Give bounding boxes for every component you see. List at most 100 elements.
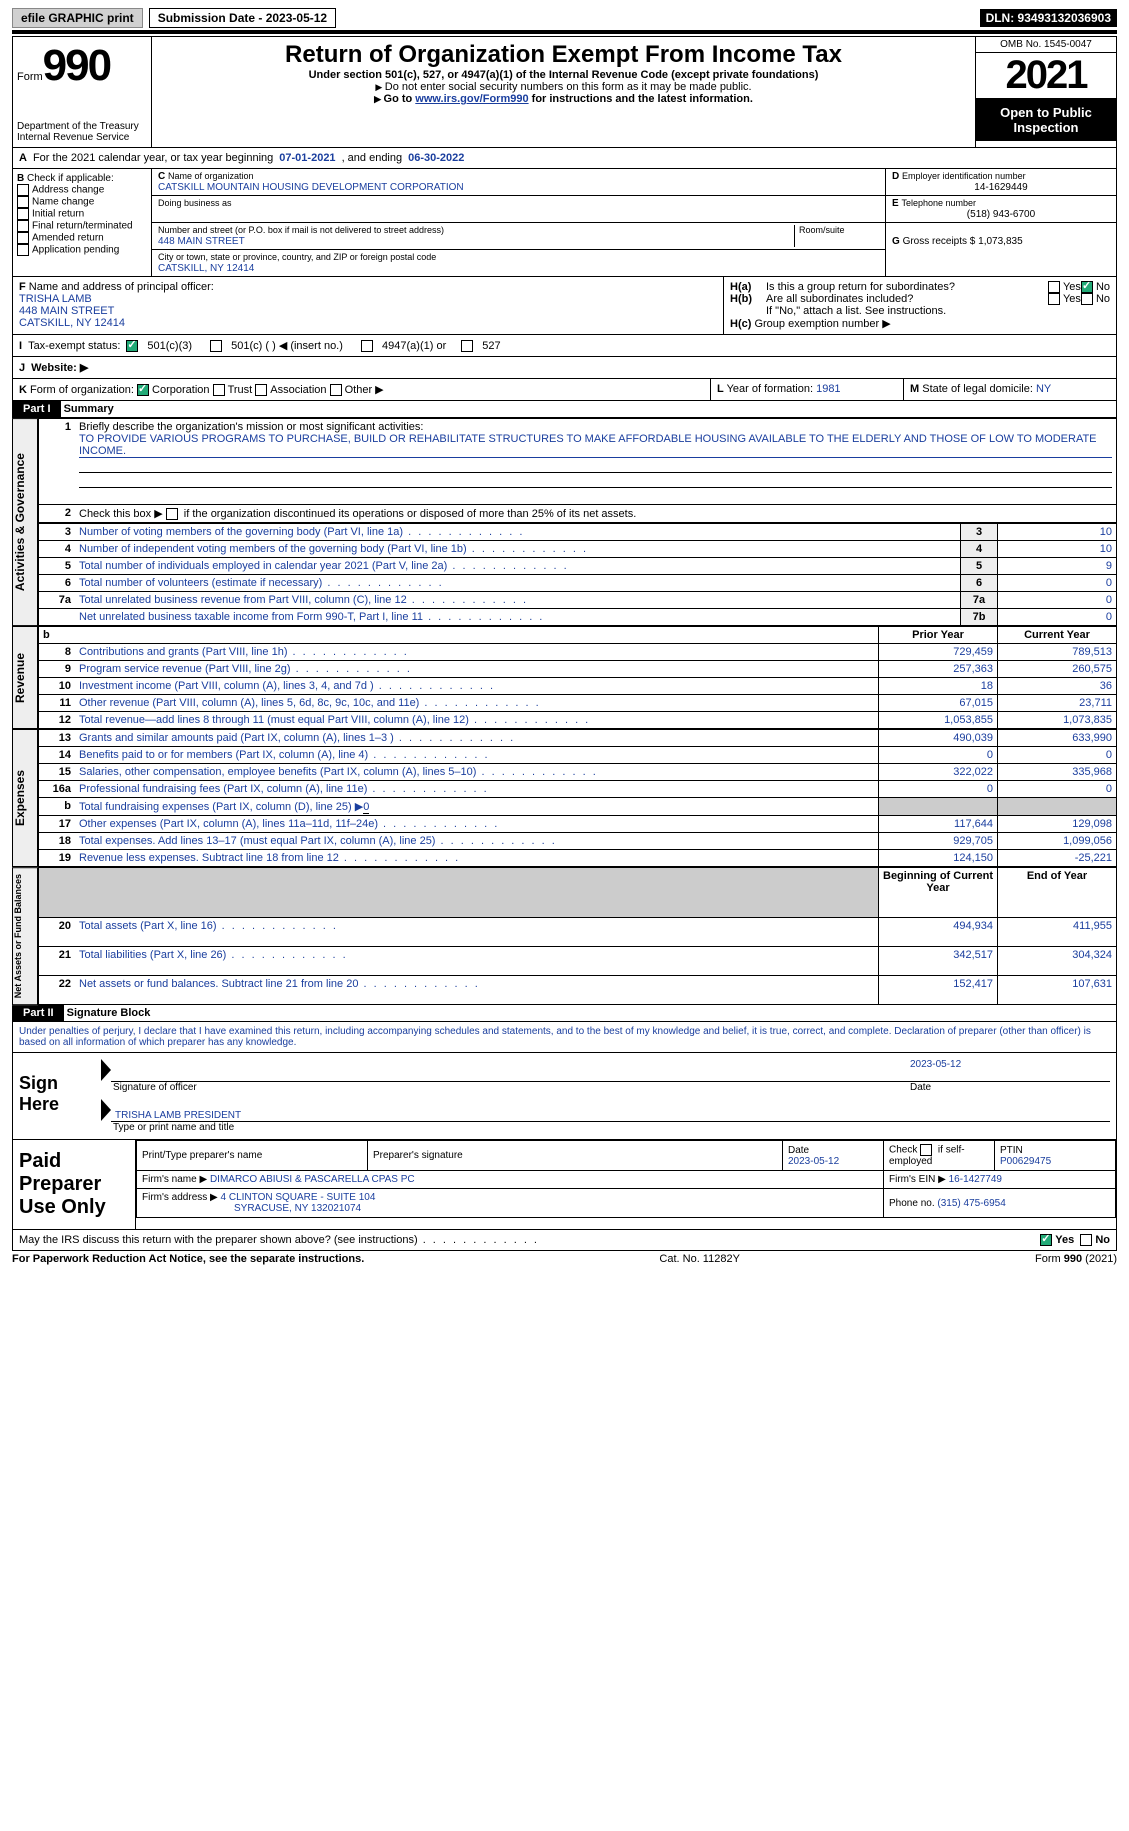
city-state-zip: CATSKILL, NY 12414 (158, 263, 254, 274)
table-row: 6Total number of volunteers (estimate if… (39, 575, 1117, 592)
line-k: K Form of organization: Corporation Trus… (13, 379, 711, 400)
line-j: JWebsite: ▶ (12, 357, 1117, 379)
cb-501c[interactable] (210, 340, 222, 352)
tax-year: 2021 (976, 53, 1116, 99)
table-row: 10Investment income (Part VIII, column (… (39, 678, 1117, 695)
cb-assoc[interactable] (255, 384, 267, 396)
form-header: Form990 Department of the Treasury Inter… (12, 36, 1117, 148)
cb-amended[interactable]: Amended return (32, 233, 104, 244)
cb-trust[interactable] (213, 384, 225, 396)
cb-corp[interactable] (137, 384, 149, 396)
open-to-public: Open to Public Inspection (976, 99, 1116, 141)
cb-527[interactable] (461, 340, 473, 352)
side-expenses: Expenses (12, 729, 38, 867)
col-b: B Check if applicable: Address change Na… (13, 169, 152, 276)
table-row: 8Contributions and grants (Part VIII, li… (39, 644, 1117, 661)
cb-501c3[interactable] (126, 340, 138, 352)
table-row: 21Total liabilities (Part X, line 26)342… (39, 947, 1117, 976)
table-row: 3Number of voting members of the governi… (39, 524, 1117, 541)
table-row: 19Revenue less expenses. Subtract line 1… (39, 850, 1117, 867)
side-revenue: Revenue (12, 626, 38, 729)
table-row: 5Total number of individuals employed in… (39, 558, 1117, 575)
col-h: H(a)Is this a group return for subordina… (724, 277, 1116, 334)
cb-app-pending[interactable]: Application pending (32, 245, 119, 256)
telephone: (518) 943-6700 (892, 209, 1110, 220)
table-row: 14Benefits paid to or for members (Part … (39, 747, 1117, 764)
topbar: efile GRAPHIC print Submission Date - 20… (12, 8, 1117, 28)
part1-title: Summary (64, 403, 114, 415)
officer-printed-name: TRISHA LAMB PRESIDENT (115, 1110, 241, 1121)
irs: Internal Revenue Service (17, 132, 147, 143)
part2-title: Signature Block (67, 1007, 151, 1019)
cb-initial-return[interactable]: Initial return (32, 209, 84, 220)
cb-other[interactable] (330, 384, 342, 396)
footer: For Paperwork Reduction Act Notice, see … (12, 1251, 1117, 1267)
ein: 14-1629449 (892, 182, 1110, 193)
col-c: C Name of organizationCATSKILL MOUNTAIN … (152, 169, 886, 276)
line-m: M State of legal domicile: NY (904, 379, 1116, 400)
subtitle-2: Do not enter social security numbers on … (156, 81, 971, 93)
discuss-yes[interactable] (1040, 1234, 1052, 1246)
hb-no[interactable] (1081, 293, 1093, 305)
street-address: 448 MAIN STREET (158, 236, 245, 247)
mission-text: TO PROVIDE VARIOUS PROGRAMS TO PURCHASE,… (79, 433, 1112, 458)
table-expenses: 13Grants and similar amounts paid (Part … (38, 729, 1117, 867)
org-name: CATSKILL MOUNTAIN HOUSING DEVELOPMENT CO… (158, 182, 464, 193)
side-activities: Activities & Governance (12, 418, 38, 626)
submission-date: Submission Date - 2023-05-12 (149, 8, 336, 28)
table-row: bTotal fundraising expenses (Part IX, co… (39, 798, 1117, 816)
table-row: 20Total assets (Part X, line 16)494,9344… (39, 917, 1117, 946)
part2-bar: Part II (13, 1005, 64, 1021)
ha-no[interactable] (1081, 281, 1093, 293)
cb-final-return[interactable]: Final return/terminated (32, 221, 133, 232)
table-row: 7aTotal unrelated business revenue from … (39, 592, 1117, 609)
table-row: 17Other expenses (Part IX, column (A), l… (39, 816, 1117, 833)
table-revenue: bPrior YearCurrent Year8Contributions an… (38, 626, 1117, 729)
paid-preparer: Paid Preparer Use Only Print/Type prepar… (12, 1140, 1117, 1230)
efile-print-button[interactable]: efile GRAPHIC print (12, 8, 143, 28)
ptin: P00629475 (1000, 1156, 1051, 1167)
officer-name: TRISHA LAMB (19, 293, 92, 305)
table-row: 9Program service revenue (Part VIII, lin… (39, 661, 1117, 678)
table-row: 12Total revenue—add lines 8 through 11 (… (39, 712, 1117, 729)
firm-name: DIMARCO ABIUSI & PASCARELLA CPAS PC (210, 1174, 415, 1185)
cb-name-change[interactable]: Name change (32, 197, 94, 208)
dln: DLN: 93493132036903 (980, 9, 1117, 27)
form-title: Return of Organization Exempt From Incom… (156, 41, 971, 69)
table-row: 15Salaries, other compensation, employee… (39, 764, 1117, 781)
part1-bar: Part I (13, 401, 61, 417)
cb-address-change[interactable]: Address change (32, 185, 104, 196)
firm-phone: (315) 475-6954 (937, 1198, 1005, 1209)
paid-preparer-label: Paid Preparer Use Only (13, 1140, 136, 1229)
dept: Department of the Treasury (17, 121, 147, 132)
discuss-no[interactable] (1080, 1234, 1092, 1246)
penalties-text: Under penalties of perjury, I declare th… (13, 1022, 1116, 1053)
discuss-line: May the IRS discuss this return with the… (12, 1230, 1117, 1251)
cb-discontinued[interactable] (166, 508, 178, 520)
hb-yes[interactable] (1048, 293, 1060, 305)
table-row: 18Total expenses. Add lines 13–17 (must … (39, 833, 1117, 850)
ha-yes[interactable] (1048, 281, 1060, 293)
gross-receipts: 1,073,835 (978, 236, 1023, 247)
cb-4947[interactable] (361, 340, 373, 352)
line-i: ITax-exempt status: 501(c)(3) 501(c) ( )… (12, 335, 1117, 357)
line-a: AFor the 2021 calendar year, or tax year… (12, 148, 1117, 169)
firm-address: 4 CLINTON SQUARE - SUITE 104 (221, 1192, 376, 1203)
subtitle-1: Under section 501(c), 527, or 4947(a)(1)… (156, 69, 971, 81)
firm-ein: 16-1427749 (949, 1174, 1002, 1185)
summary-mission: 1 Briefly describe the organization's mi… (38, 418, 1117, 523)
side-netassets: Net Assets or Fund Balances (12, 867, 38, 1005)
table-row: 11Other revenue (Part VIII, column (A), … (39, 695, 1117, 712)
cb-self-employed[interactable] (920, 1144, 932, 1156)
form-number: 990 (43, 41, 110, 90)
col-f: F Name and address of principal officer:… (13, 277, 724, 334)
table-row: 16aProfessional fundraising fees (Part I… (39, 781, 1117, 798)
form990-link[interactable]: www.irs.gov/Form990 (415, 93, 528, 105)
table-ag: 3Number of voting members of the governi… (38, 523, 1117, 626)
sign-here-label: Sign Here (13, 1053, 95, 1139)
table-row: 22Net assets or fund balances. Subtract … (39, 976, 1117, 1005)
form-word: Form (17, 71, 43, 83)
table-row: 13Grants and similar amounts paid (Part … (39, 730, 1117, 747)
table-row: Net unrelated business taxable income fr… (39, 609, 1117, 626)
sig-officer-label: Signature of officer (113, 1082, 197, 1093)
